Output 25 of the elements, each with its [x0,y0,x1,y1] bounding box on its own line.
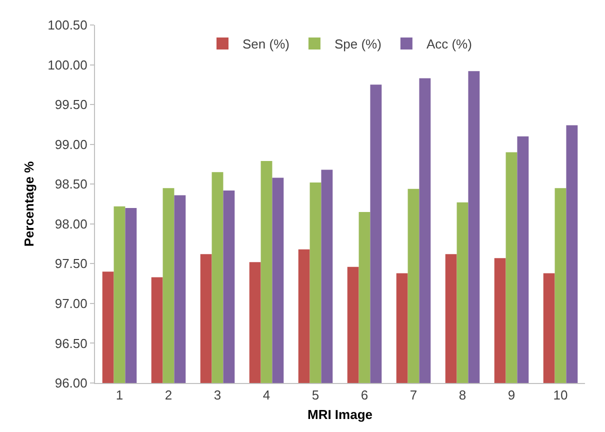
y-tick-label: 96.50 [54,336,88,351]
x-tick-label: 9 [508,388,516,403]
y-tick-label: 98.50 [54,176,88,192]
legend-label: Sen (%) [242,36,290,52]
x-tick-label: 6 [360,388,368,403]
y-tick-label: 99.50 [54,97,88,112]
y-axis-title: Percentage % [22,160,37,247]
legend-label: Acc (%) [426,36,472,52]
y-tick-label: 98.00 [54,216,88,232]
x-axis-title: MRI Image [307,407,373,422]
x-tick-label: 5 [312,388,320,403]
y-tick-label: 100.50 [48,18,88,33]
x-tick-label: 8 [458,388,466,403]
y-tick-label: 97.00 [54,296,88,311]
x-tick-label: 7 [410,388,418,403]
y-tick-label: 99.00 [54,136,88,152]
x-tick-label: 4 [262,388,270,403]
legend-label: Spe (%) [334,36,382,52]
x-tick-label: 10 [553,388,568,403]
x-tick-label: 3 [214,388,222,403]
y-tick-label: 97.50 [54,256,88,272]
x-tick-label: 2 [164,388,172,403]
x-tick-label: 1 [116,388,124,403]
y-tick-label: 100.00 [48,57,88,72]
y-tick-label: 96.00 [54,376,88,391]
